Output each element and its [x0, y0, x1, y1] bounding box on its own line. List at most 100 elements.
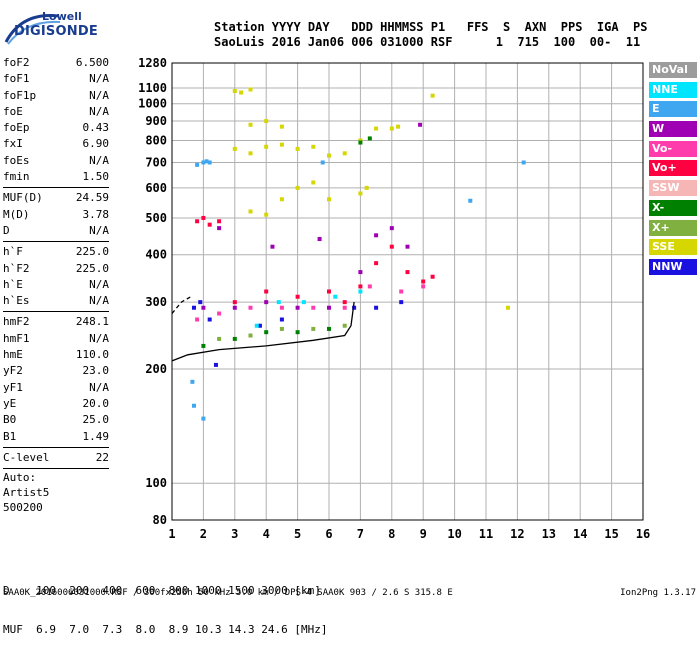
echo-point: [367, 284, 372, 289]
echo-point: [358, 270, 363, 275]
echo-point: [301, 300, 306, 305]
param-key: B0: [3, 413, 17, 427]
echo-point: [217, 226, 222, 231]
legend-item: E: [649, 101, 697, 118]
echo-point: [389, 244, 394, 249]
param-value: N/A: [89, 294, 109, 308]
echo-point: [320, 160, 325, 165]
echo-point: [399, 300, 404, 305]
param-value: 0.43: [82, 121, 110, 135]
legend-item: NNE: [649, 81, 697, 98]
echo-point: [421, 279, 426, 284]
echo-point: [295, 146, 300, 151]
echo-point: [217, 219, 222, 224]
echo-point: [405, 270, 410, 275]
echo-point: [264, 119, 269, 124]
param-key: foF1: [3, 72, 30, 86]
legend-item: W: [649, 121, 697, 138]
divider: [3, 446, 109, 448]
y-tick-label: 300: [145, 295, 167, 309]
echo-point: [327, 289, 331, 294]
y-tick-label: 400: [145, 248, 167, 262]
legend-item: X+: [649, 219, 697, 236]
echo-point: [327, 197, 331, 202]
param-key: h`F: [3, 245, 23, 259]
x-tick-label: 11: [479, 527, 493, 541]
logo-top-text: Lowell: [42, 10, 82, 23]
param-row: foF1p N/A: [3, 88, 109, 104]
legend-item: SSE: [649, 239, 697, 256]
param-value: 110.0: [75, 348, 109, 362]
param-key: foEs: [3, 153, 30, 167]
echo-point: [232, 336, 237, 341]
legend-item: Vo+: [649, 160, 697, 177]
param-value: N/A: [89, 104, 109, 118]
param-row: fmin 1.50: [3, 169, 109, 185]
echo-point: [521, 160, 526, 165]
y-tick-label: 100: [145, 476, 167, 490]
param-row: MUF(D) 24.59: [3, 190, 109, 206]
param-value: N/A: [89, 380, 109, 394]
param-key: hmE: [3, 348, 23, 362]
param-value: 24.59: [75, 191, 109, 205]
x-tick-label: 4: [263, 527, 270, 541]
echo-point: [264, 330, 269, 335]
x-tick-label: 13: [542, 527, 556, 541]
y-tick-label: 1000: [138, 97, 167, 111]
param-row: h`Es N/A: [3, 293, 109, 309]
param-value: N/A: [89, 72, 109, 86]
echo-point: [430, 93, 435, 98]
y-tick-label: 800: [145, 133, 167, 147]
echo-point: [207, 222, 212, 227]
echo-point: [364, 185, 369, 190]
lowell-digisonde-logo: Lowell DIGISONDE: [2, 6, 102, 50]
footer-file-info: SAA0K_2016006031000.RSF / 300fx256h 50 k…: [3, 588, 453, 598]
echo-point: [279, 317, 284, 322]
echo-point: [201, 416, 206, 421]
echo-point: [374, 126, 379, 131]
divider: [3, 241, 109, 243]
param-key: D: [3, 223, 10, 237]
x-tick-label: 7: [357, 527, 364, 541]
x-tick-label: 14: [573, 527, 587, 541]
echo-point: [201, 215, 206, 220]
param-value: N/A: [89, 88, 109, 102]
echo-point: [264, 212, 269, 217]
echo-point: [248, 305, 253, 310]
param-value: 225.0: [75, 261, 109, 275]
echo-point: [311, 326, 316, 331]
y-tick-label: 700: [145, 155, 167, 169]
echo-point: [264, 300, 269, 305]
x-tick-label: 9: [420, 527, 427, 541]
echo-point: [279, 124, 284, 129]
echo-point: [295, 330, 300, 335]
echo-point: [279, 305, 284, 310]
param-value: 1.49: [82, 429, 110, 443]
parameter-panel: foF2 6.500 foF1 N/A foF1p N/A foE N/A foEp 0.43 fx…: [3, 55, 109, 516]
legend-item: Vo-: [649, 140, 697, 157]
echo-point: [270, 244, 275, 249]
param-key: C-level: [3, 450, 50, 464]
param-row: foEs N/A: [3, 153, 109, 169]
param-value: 225.0: [75, 245, 109, 259]
param-group-3: h`F 225.0 h`F2 225.0 h`E N/A h`Es N/A: [3, 244, 109, 309]
param-key: h`Es: [3, 294, 30, 308]
echo-point: [279, 197, 284, 202]
echo-point: [374, 305, 379, 310]
param-value: 6.90: [82, 137, 110, 151]
echo-point: [232, 300, 237, 305]
param-group-4: hmF2 248.1 hmF1 N/A hmE 110.0 yF2 23.0 yF1 N/A yE 2…: [3, 314, 109, 444]
legend-item: NoVal: [649, 62, 697, 78]
divider: [3, 468, 109, 470]
echo-point: [342, 300, 347, 305]
polarization-legend: NoVal NNE E W Vo- Vo+ SSW X- X+ SSE NNW: [649, 62, 697, 279]
param-value: 25.0: [82, 413, 110, 427]
echo-point: [195, 162, 200, 167]
echo-point: [468, 198, 473, 203]
echo-point: [295, 305, 300, 310]
echo-point: [327, 326, 331, 331]
param-key: yF2: [3, 364, 23, 378]
x-tick-label: 1: [168, 527, 175, 541]
param-key: fxI: [3, 137, 23, 151]
param-value: N/A: [89, 153, 109, 167]
